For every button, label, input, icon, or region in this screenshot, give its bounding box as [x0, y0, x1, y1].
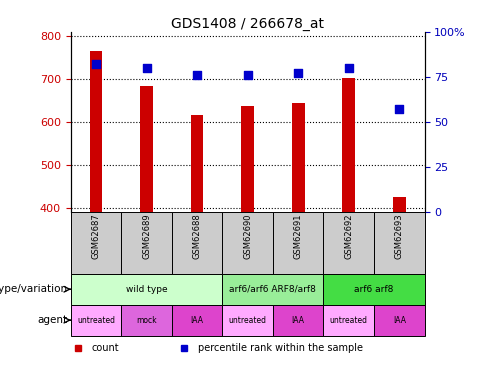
Bar	[90, 51, 102, 212]
Bar	[223, 212, 273, 274]
Text: untreated: untreated	[77, 316, 115, 325]
Text: GSM62689: GSM62689	[142, 214, 151, 260]
Bar	[343, 78, 355, 212]
Text: GSM62693: GSM62693	[395, 214, 404, 260]
Bar	[140, 86, 153, 212]
Bar	[172, 212, 223, 274]
Bar	[273, 212, 324, 274]
Bar	[324, 304, 374, 336]
Bar	[324, 274, 425, 304]
Point	[193, 72, 201, 78]
Bar	[292, 104, 305, 212]
Bar	[393, 197, 406, 212]
Point	[244, 72, 252, 78]
Bar	[122, 304, 172, 336]
Text: IAA: IAA	[393, 316, 406, 325]
Bar	[71, 212, 122, 274]
Bar	[324, 212, 374, 274]
Text: GSM62691: GSM62691	[294, 214, 303, 259]
Point	[92, 61, 100, 67]
Bar	[223, 274, 324, 304]
Bar	[273, 304, 324, 336]
Bar	[71, 304, 122, 336]
Text: GSM62688: GSM62688	[193, 214, 202, 260]
Bar	[374, 212, 425, 274]
Bar	[71, 274, 223, 304]
Bar	[191, 115, 203, 212]
Bar	[223, 304, 273, 336]
Text: percentile rank within the sample: percentile rank within the sample	[198, 343, 363, 353]
Point	[142, 65, 150, 71]
Text: IAA: IAA	[191, 316, 203, 325]
Text: mock: mock	[136, 316, 157, 325]
Text: genotype/variation: genotype/variation	[0, 284, 67, 294]
Text: untreated: untreated	[229, 316, 266, 325]
Point	[345, 65, 353, 71]
Bar	[374, 304, 425, 336]
Text: arf6 arf8: arf6 arf8	[354, 285, 394, 294]
Text: agent: agent	[37, 315, 67, 325]
Text: untreated: untreated	[330, 316, 368, 325]
Title: GDS1408 / 266678_at: GDS1408 / 266678_at	[171, 17, 324, 31]
Text: wild type: wild type	[126, 285, 167, 294]
Bar	[122, 212, 172, 274]
Bar	[172, 304, 223, 336]
Text: GSM62687: GSM62687	[92, 214, 101, 260]
Point	[395, 106, 403, 112]
Text: IAA: IAA	[292, 316, 305, 325]
Text: arf6/arf6 ARF8/arf8: arf6/arf6 ARF8/arf8	[229, 285, 316, 294]
Text: GSM62690: GSM62690	[243, 214, 252, 259]
Bar	[242, 106, 254, 212]
Point	[294, 70, 302, 76]
Text: GSM62692: GSM62692	[344, 214, 353, 259]
Text: count: count	[92, 343, 120, 353]
